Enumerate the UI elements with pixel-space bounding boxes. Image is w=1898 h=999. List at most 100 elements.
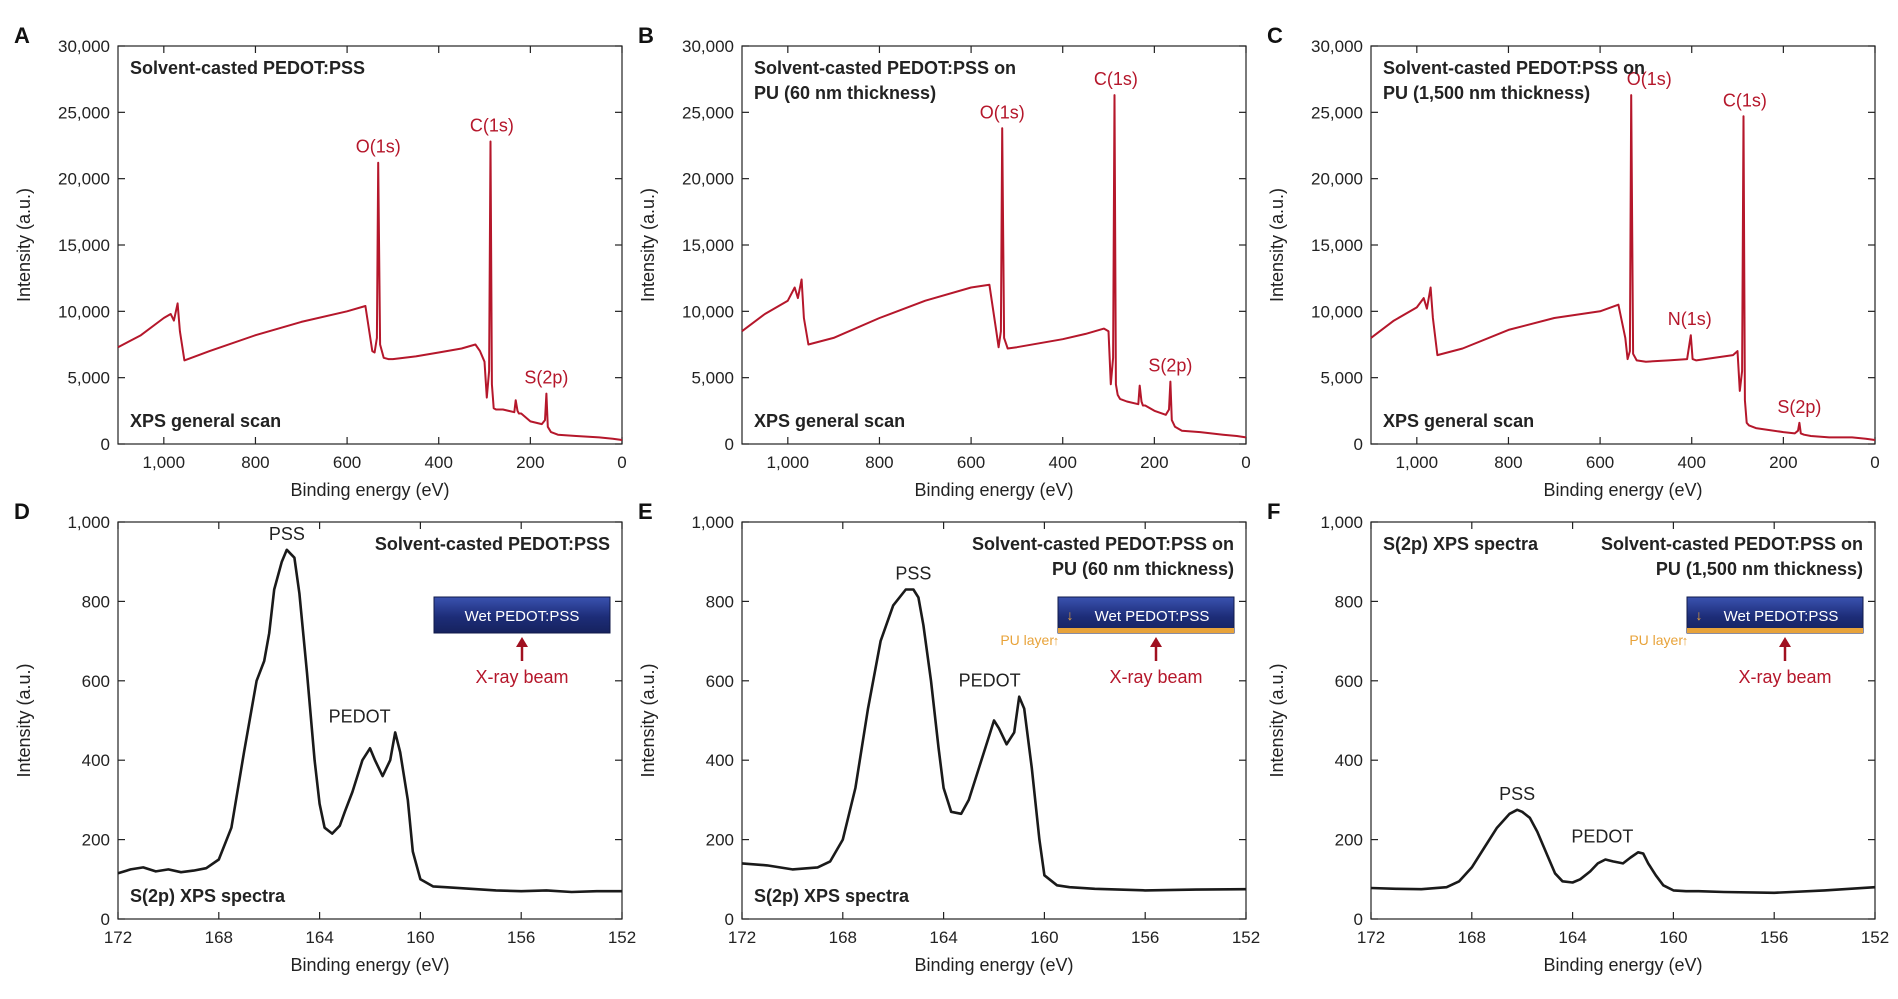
- peak-label: S(2p): [1148, 356, 1192, 376]
- y-tick-label: 200: [1335, 831, 1363, 850]
- x-tick-label: 152: [1232, 928, 1260, 947]
- x-tick-label: 168: [829, 928, 857, 947]
- y-axis-label: Intensity (a.u.): [638, 663, 658, 777]
- x-tick-label: 1,000: [1396, 453, 1439, 472]
- y-tick-label: 10,000: [58, 302, 110, 321]
- plot-frame: [117, 521, 623, 920]
- x-tick-label: 172: [104, 928, 132, 947]
- down-arrow-icon: ↓: [1696, 607, 1703, 623]
- panel-letter: A: [14, 23, 30, 48]
- plot-frame: [1370, 521, 1876, 920]
- y-tick-label: 30,000: [58, 37, 110, 56]
- x-tick-label: 168: [1458, 928, 1486, 947]
- xray-arrow-icon: [1150, 637, 1162, 647]
- panel-e: E 172 168 164 160 156 152 0 200 400 600 800 1,000 Bin…: [638, 499, 1260, 975]
- y-tick-label: 800: [82, 592, 110, 611]
- x-tick-label: 152: [608, 928, 636, 947]
- series-line: [117, 140, 623, 441]
- x-tick-label: 200: [1140, 453, 1168, 472]
- xray-beam-label: X-ray beam: [1109, 667, 1202, 687]
- y-tick-label: 1,000: [1320, 513, 1363, 532]
- x-tick-label: 200: [1769, 453, 1797, 472]
- x-tick-label: 0: [617, 453, 626, 472]
- y-tick-label: 0: [101, 435, 110, 454]
- series-line: [1370, 808, 1876, 895]
- panel-letter: B: [638, 23, 654, 48]
- spectra-type-label: S(2p) XPS spectra: [1383, 534, 1539, 554]
- y-tick-label: 200: [706, 831, 734, 850]
- x-tick-label: 400: [1049, 453, 1077, 472]
- up-arrow-icon: ↑: [1682, 633, 1689, 648]
- peak-label: PSS: [895, 563, 931, 583]
- xray-arrow-icon: [1779, 637, 1791, 647]
- pedot-layer-label: Wet PEDOT:PSS: [465, 608, 580, 625]
- y-tick-label: 800: [706, 592, 734, 611]
- x-tick-label: 164: [1558, 928, 1586, 947]
- panel-letter: E: [638, 499, 653, 524]
- pedot-layer-label: Wet PEDOT:PSS: [1095, 608, 1210, 625]
- series-line: [117, 548, 622, 894]
- y-axis-label: Intensity (a.u.): [1267, 663, 1287, 777]
- peak-label: O(1s): [356, 137, 401, 157]
- x-tick-label: 172: [728, 928, 756, 947]
- y-tick-label: 10,000: [1311, 302, 1363, 321]
- panel-title: PU (60 nm thickness): [754, 83, 936, 103]
- plot-frame: [741, 521, 1247, 920]
- x-tick-label: 1,000: [143, 453, 186, 472]
- y-tick-label: 400: [706, 751, 734, 770]
- y-tick-label: 400: [1335, 751, 1363, 770]
- panel-title: PU (60 nm thickness): [1052, 559, 1234, 579]
- x-tick-label: 172: [1357, 928, 1385, 947]
- y-tick-label: 0: [1354, 910, 1363, 929]
- panel-title: Solvent-casted PEDOT:PSS: [375, 534, 610, 554]
- x-tick-label: 164: [305, 928, 333, 947]
- x-tick-label: 800: [241, 453, 269, 472]
- y-tick-label: 600: [706, 672, 734, 691]
- x-tick-label: 600: [333, 453, 361, 472]
- scan-type-label: XPS general scan: [754, 411, 905, 431]
- pedot-layer-bar: [1686, 596, 1864, 634]
- y-tick-label: 20,000: [1311, 170, 1363, 189]
- y-tick-label: 30,000: [1311, 37, 1363, 56]
- pedot-layer-bar: [433, 596, 611, 634]
- y-axis-label: Intensity (a.u.): [14, 663, 34, 777]
- y-tick-label: 20,000: [682, 170, 734, 189]
- xray-beam-label: X-ray beam: [475, 667, 568, 687]
- x-tick-label: 0: [1870, 453, 1879, 472]
- xray-arrow-icon: [516, 637, 528, 647]
- x-axis-label: Binding energy (eV): [1543, 480, 1702, 500]
- y-tick-label: 25,000: [682, 103, 734, 122]
- x-tick-label: 600: [1586, 453, 1614, 472]
- panel-letter: F: [1267, 499, 1280, 524]
- y-tick-label: 10,000: [682, 302, 734, 321]
- peak-label: C(1s): [1094, 69, 1138, 89]
- y-tick-label: 15,000: [1311, 236, 1363, 255]
- y-tick-label: 400: [82, 751, 110, 770]
- inset-diagram: PU layer ↓ ↑ Wet PEDOT:PSS X-ray beam: [1000, 596, 1235, 687]
- x-tick-label: 160: [406, 928, 434, 947]
- inset-diagram: PU layer ↓ ↑ Wet PEDOT:PSS X-ray beam: [1629, 596, 1864, 687]
- panel-letter: C: [1267, 23, 1283, 48]
- panel-title: Solvent-casted PEDOT:PSS on: [754, 58, 1016, 78]
- panel-d: D 172 168 164 160 156 152 0 200 400 600 800 1,000 Bin…: [14, 499, 636, 975]
- x-axis-label: Binding energy (eV): [290, 955, 449, 975]
- down-arrow-icon: ↓: [1067, 607, 1074, 623]
- panel-letter: D: [14, 499, 30, 524]
- x-tick-label: 156: [507, 928, 535, 947]
- y-tick-label: 800: [1335, 592, 1363, 611]
- y-tick-label: 15,000: [682, 236, 734, 255]
- panel-title: PU (1,500 nm thickness): [1383, 83, 1590, 103]
- series-line: [1370, 94, 1876, 441]
- x-tick-label: 156: [1131, 928, 1159, 947]
- y-tick-label: 0: [725, 435, 734, 454]
- peak-label: S(2p): [1777, 397, 1821, 417]
- panel-b: B 1,000 800 600 400 200 0 0 5,000 10,000 15,000 20,…: [638, 23, 1251, 500]
- peak-label: PEDOT: [329, 706, 391, 726]
- pu-layer-label: PU layer: [1000, 632, 1054, 648]
- panels-group: A 1,000 800 600 400 200 0 0 5,000 10,000 15,000 20,…: [14, 23, 1889, 975]
- up-arrow-icon: ↑: [1053, 633, 1060, 648]
- x-tick-label: 400: [425, 453, 453, 472]
- y-axis-label: Intensity (a.u.): [638, 188, 658, 302]
- y-tick-label: 15,000: [58, 236, 110, 255]
